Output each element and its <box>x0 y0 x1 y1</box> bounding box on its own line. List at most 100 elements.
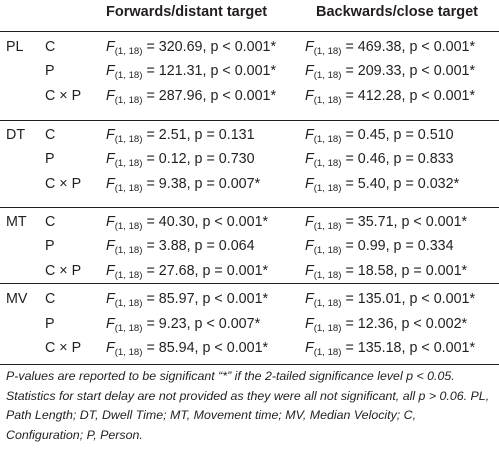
f-value: 35.71 <box>357 214 394 230</box>
degrees-of-freedom: (1, 18) <box>313 221 342 232</box>
p-value: p = 0.064 <box>194 238 255 254</box>
p-value: p < 0.001* <box>202 340 269 356</box>
f-value: 412.28 <box>357 88 402 104</box>
group-divider <box>0 120 499 121</box>
f-value: 469.38 <box>357 39 402 55</box>
p-value: p = 0.833 <box>393 151 454 167</box>
p-value: p < 0.001* <box>210 63 277 79</box>
p-value: p < 0.001* <box>202 291 269 307</box>
f-symbol: F <box>305 214 314 230</box>
equals-sign: = <box>341 340 358 356</box>
equals-sign: = <box>341 214 358 230</box>
f-symbol: F <box>106 127 115 143</box>
f-value: 40.30 <box>158 214 195 230</box>
f-value: 85.94 <box>158 340 195 356</box>
p-value: p < 0.001* <box>409 39 476 55</box>
comma: , <box>393 316 402 332</box>
forwards-stat-cell: F(1, 18) = 2.51, p = 0.131 <box>106 126 255 149</box>
p-value: p < 0.001* <box>409 340 476 356</box>
factor-label: C <box>45 39 56 55</box>
forwards-stat-cell: F(1, 18) = 85.97, p < 0.001* <box>106 290 268 313</box>
equals-sign: = <box>341 88 358 104</box>
f-symbol: F <box>305 176 314 192</box>
f-symbol: F <box>106 340 115 356</box>
factor-label: C <box>45 214 56 230</box>
comma: , <box>202 63 211 79</box>
p-value: p = 0.334 <box>393 238 454 254</box>
backwards-stat-cell: F(1, 18) = 0.46, p = 0.833 <box>305 150 454 173</box>
degrees-of-freedom: (1, 18) <box>114 347 143 358</box>
f-symbol: F <box>106 238 115 254</box>
table-footnote: P-values are reported to be significant … <box>6 369 490 442</box>
backwards-stat-cell: F(1, 18) = 0.45, p = 0.510 <box>305 126 454 149</box>
f-symbol: F <box>106 88 115 104</box>
equals-sign: = <box>142 316 159 332</box>
degrees-of-freedom: (1, 18) <box>313 158 342 169</box>
degrees-of-freedom: (1, 18) <box>313 183 342 194</box>
degrees-of-freedom: (1, 18) <box>313 347 342 358</box>
forwards-stat-cell: F(1, 18) = 27.68, p = 0.001* <box>106 262 268 285</box>
f-value: 0.99 <box>357 238 386 254</box>
f-symbol: F <box>305 238 314 254</box>
equals-sign: = <box>142 176 159 192</box>
factor-label: P <box>45 316 55 332</box>
f-value: 18.58 <box>357 263 394 279</box>
degrees-of-freedom: (1, 18) <box>114 158 143 169</box>
equals-sign: = <box>142 263 159 279</box>
equals-sign: = <box>142 291 159 307</box>
f-value: 121.31 <box>158 63 203 79</box>
f-value: 27.68 <box>158 263 195 279</box>
degrees-of-freedom: (1, 18) <box>114 270 143 281</box>
f-value: 12.36 <box>357 316 394 332</box>
comma: , <box>401 63 410 79</box>
degrees-of-freedom: (1, 18) <box>313 298 342 309</box>
degrees-of-freedom: (1, 18) <box>313 323 342 334</box>
comma: , <box>194 263 203 279</box>
measure-label: PL <box>6 39 24 55</box>
equals-sign: = <box>341 39 358 55</box>
factor-label: C × P <box>45 88 82 104</box>
degrees-of-freedom: (1, 18) <box>114 323 143 334</box>
degrees-of-freedom: (1, 18) <box>313 270 342 281</box>
f-symbol: F <box>305 39 314 55</box>
f-value: 320.69 <box>158 39 203 55</box>
equals-sign: = <box>341 63 358 79</box>
p-value: p = 0.001* <box>202 263 269 279</box>
equals-sign: = <box>142 63 159 79</box>
equals-sign: = <box>341 263 358 279</box>
comma: , <box>385 238 394 254</box>
f-value: 135.01 <box>357 291 402 307</box>
f-value: 9.38 <box>158 176 187 192</box>
forwards-stat-cell: F(1, 18) = 9.38, p = 0.007* <box>106 175 260 198</box>
comma: , <box>202 39 211 55</box>
measure-label: MV <box>6 291 28 307</box>
factor-label: P <box>45 151 55 167</box>
factor-label: C × P <box>45 176 82 192</box>
comma: , <box>393 263 402 279</box>
f-value: 3.88 <box>158 238 187 254</box>
p-value: p < 0.001* <box>202 214 269 230</box>
degrees-of-freedom: (1, 18) <box>114 245 143 256</box>
factor-label: P <box>45 238 55 254</box>
comma: , <box>401 39 410 55</box>
f-symbol: F <box>106 214 115 230</box>
equals-sign: = <box>341 316 358 332</box>
forwards-stat-cell: F(1, 18) = 9.23, p < 0.007* <box>106 315 260 338</box>
degrees-of-freedom: (1, 18) <box>313 70 342 81</box>
comma: , <box>385 127 394 143</box>
comma: , <box>186 238 195 254</box>
p-value: p < 0.007* <box>194 316 261 332</box>
equals-sign: = <box>142 238 159 254</box>
equals-sign: = <box>341 238 358 254</box>
comma: , <box>194 340 203 356</box>
equals-sign: = <box>341 127 358 143</box>
p-value: p = 0.007* <box>194 176 261 192</box>
group-divider <box>0 283 499 284</box>
f-symbol: F <box>106 263 115 279</box>
f-symbol: F <box>305 291 314 307</box>
equals-sign: = <box>142 151 159 167</box>
backwards-stat-cell: F(1, 18) = 0.99, p = 0.334 <box>305 237 454 260</box>
comma: , <box>202 88 211 104</box>
f-value: 287.96 <box>158 88 203 104</box>
equals-sign: = <box>341 291 358 307</box>
